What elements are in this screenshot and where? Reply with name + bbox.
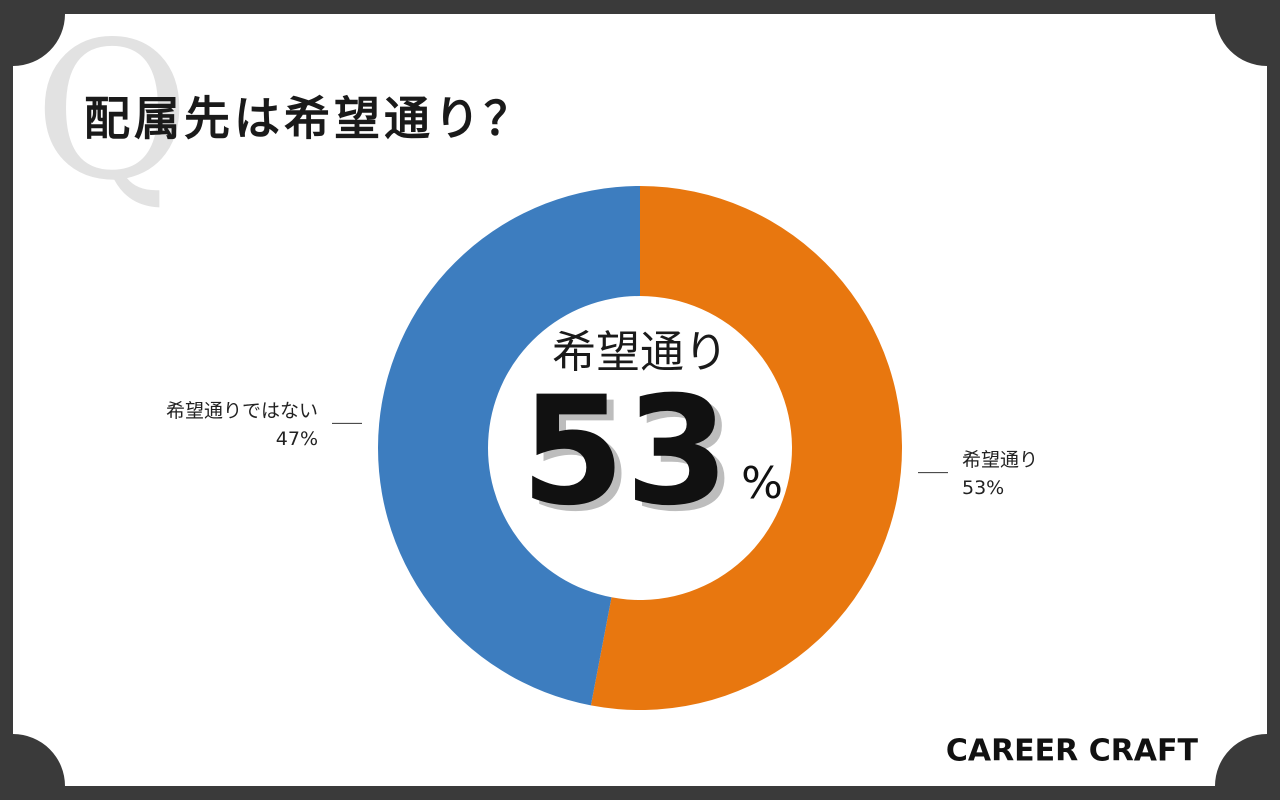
donut-slice <box>378 186 640 706</box>
chart-title: 配属先は希望通り？ <box>84 92 534 146</box>
center-value-shadow: 53 <box>528 371 737 545</box>
brand: CAREER CRAFT <box>946 734 1199 769</box>
slice-value-label: 47% <box>276 428 318 450</box>
watermark: Q <box>34 1 190 222</box>
center-label: 希望通り <box>552 327 728 378</box>
donut-slice <box>590 186 903 711</box>
center-value: 53 <box>521 365 730 539</box>
donut-hole <box>489 297 791 599</box>
slice-label: 希望通り <box>962 449 1038 471</box>
slice-label: 希望通りではない <box>166 400 318 422</box>
center-unit: % <box>741 458 783 509</box>
slice-value-label: 53% <box>962 477 1004 499</box>
